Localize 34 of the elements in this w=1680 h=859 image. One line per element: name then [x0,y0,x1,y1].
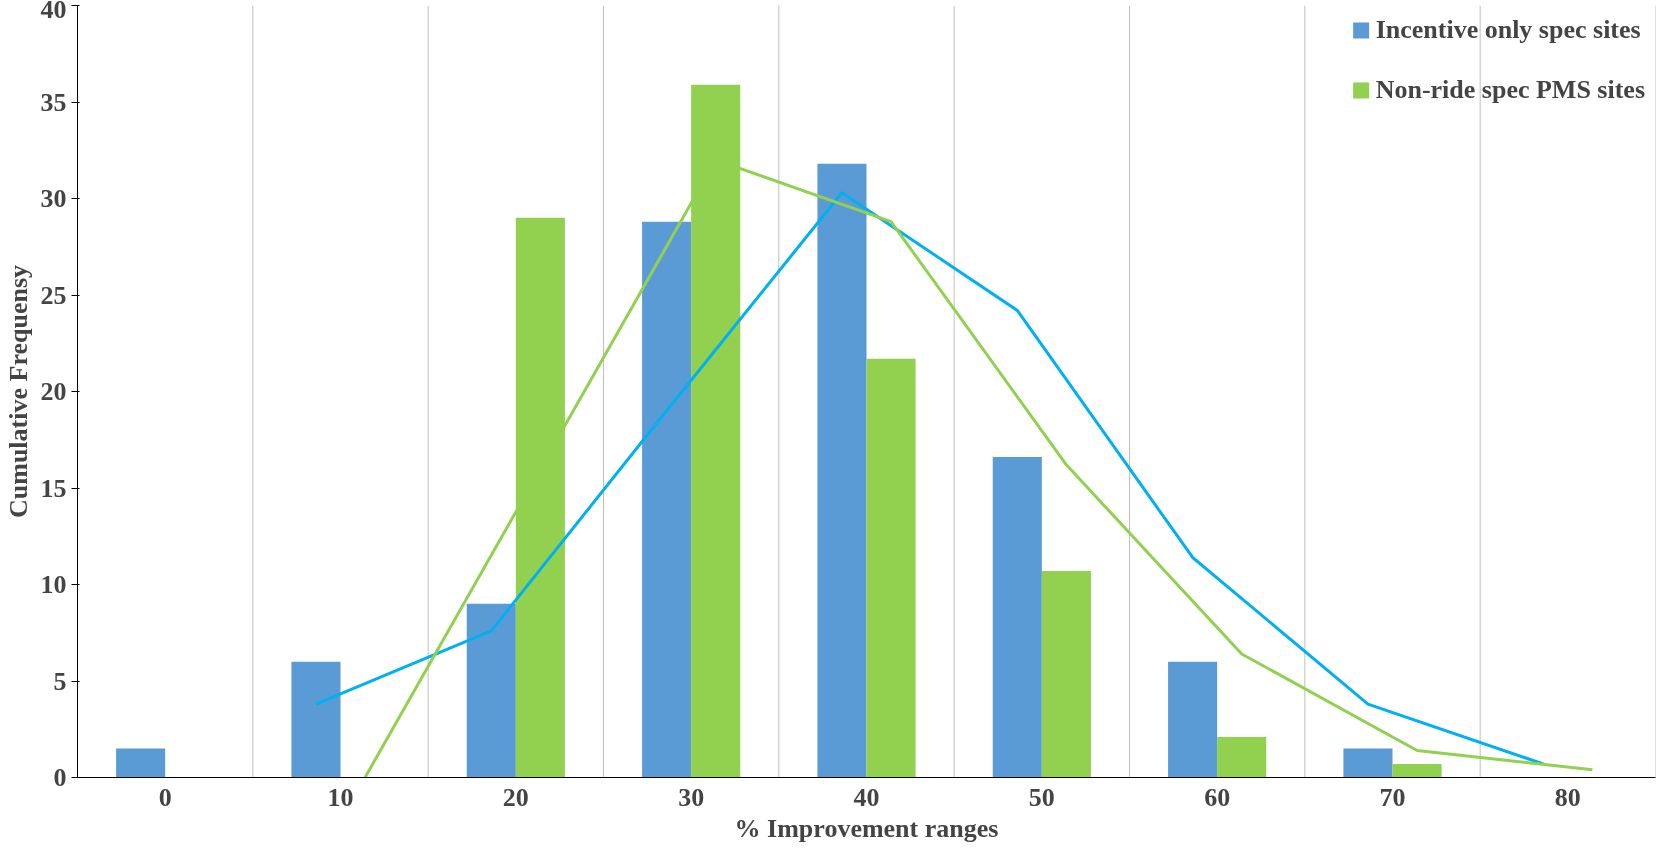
bar [116,748,166,778]
x-tick-label: 40 [853,782,880,812]
bar [1041,570,1091,778]
bar [1168,661,1218,778]
y-tick-label: 0 [53,763,67,792]
bar [291,661,341,778]
bar [1217,736,1267,778]
y-tick-label: 5 [53,666,67,696]
x-tick-label: 20 [502,782,529,812]
x-tick-label: 50 [1028,782,1055,812]
bar [992,457,1042,778]
x-tick-label: 70 [1379,782,1406,812]
y-tick-label: 20 [40,377,67,406]
x-tick-label: 60 [1204,782,1231,812]
x-tick-label: 10 [327,782,354,812]
y-tick-label: 15 [40,473,67,503]
legend-label: Incentive only spec sites [1375,15,1641,45]
bar [1392,763,1442,778]
y-tick-label: 40 [40,0,67,24]
legend-label: Non-ride spec PMS sites [1375,75,1645,105]
bar [866,358,916,778]
bar [1343,748,1393,778]
y-tick-label: 10 [40,570,67,599]
bar [466,603,516,778]
y-tick-label: 35 [40,87,67,117]
y-axis-title: Cumulative Frequensy [3,264,33,519]
y-tick-label: 30 [40,184,67,213]
x-tick-label: 30 [678,782,705,812]
bar [642,221,692,778]
bar [817,163,867,778]
x-tick-label: 0 [158,782,172,812]
x-tick-label: 80 [1554,782,1581,812]
x-axis-title: % Improvement ranges [734,813,999,843]
y-tick-label: 25 [40,280,67,310]
